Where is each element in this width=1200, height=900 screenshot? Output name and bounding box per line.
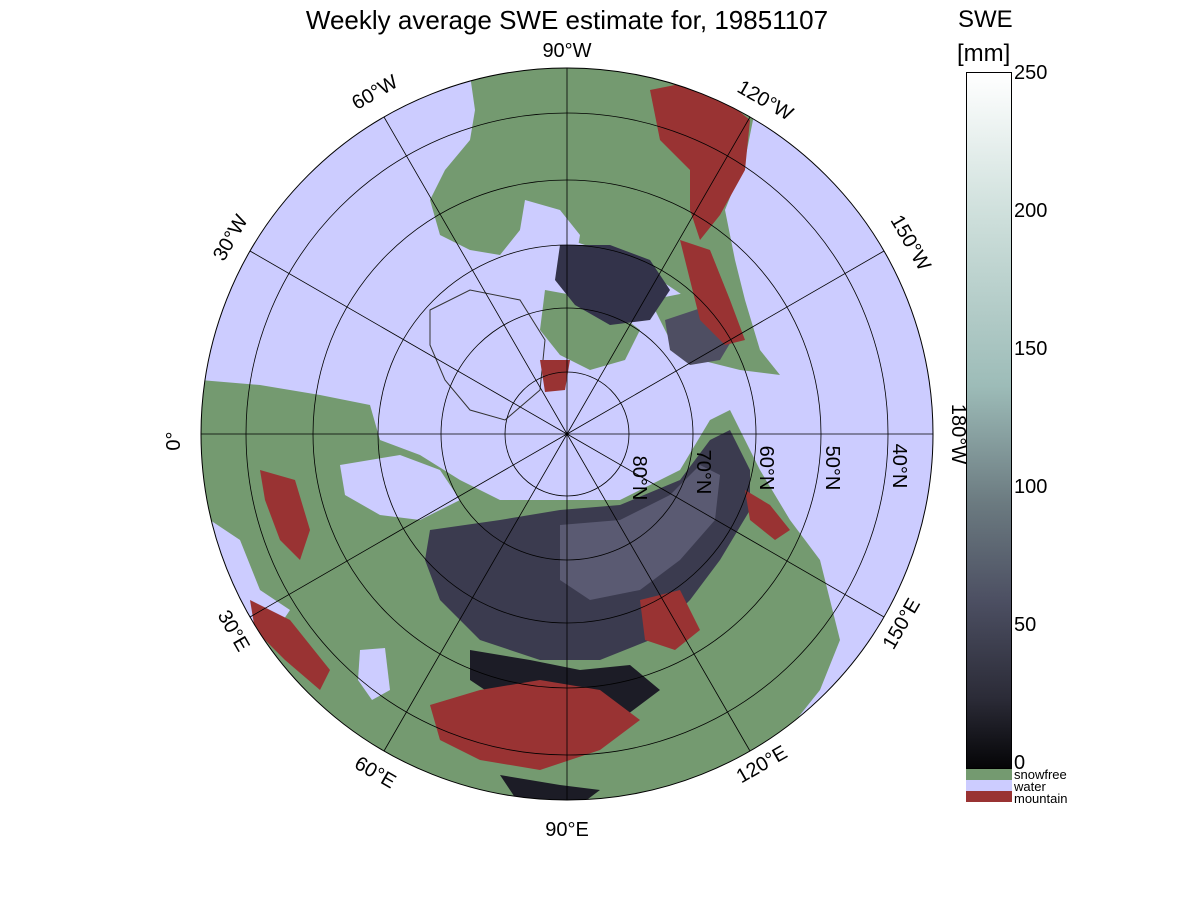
arctic-archipelago xyxy=(540,290,640,370)
graticule xyxy=(201,68,933,800)
colorbar-tick: 50 xyxy=(1014,614,1037,636)
siberia-snow-inner xyxy=(560,465,720,600)
lon-label-90w: 90°W xyxy=(542,40,591,62)
colorbar-tick: 250 xyxy=(1014,62,1048,84)
lon-label-90e: 90°E xyxy=(545,819,589,841)
figure-title: Weekly average SWE estimate for, 1985110… xyxy=(305,5,829,35)
lat-label-80n: 80°N xyxy=(628,456,650,501)
colorbar-tick: 200 xyxy=(1014,200,1048,222)
lon-label-30e: 30°E xyxy=(213,607,254,656)
colorbar-tick: 0 xyxy=(1014,752,1026,774)
lon-label-0: 0° xyxy=(163,431,185,450)
map-boundary xyxy=(200,67,934,801)
lat-label-60n: 60°N xyxy=(755,446,777,491)
mountain-label: mountain xyxy=(1014,791,1068,806)
colorbar-title: SWE xyxy=(958,6,1013,33)
lat-label-70n: 70°N xyxy=(692,450,714,495)
mountain-regions xyxy=(250,80,790,770)
water-swatch xyxy=(966,780,1012,791)
snowfree-label: snowfree xyxy=(1014,767,1067,782)
colorbar-unit: [mm] xyxy=(957,40,1011,67)
colorbar-tick: 150 xyxy=(1014,338,1048,360)
lon-label-60w: 60°W xyxy=(348,71,402,115)
swe-colorbar xyxy=(966,72,1012,769)
lon-label-150w: 150°W xyxy=(886,211,935,274)
greenland-ice xyxy=(429,289,546,421)
scandinavian-seas xyxy=(340,455,460,520)
lon-label-30w: 30°W xyxy=(209,211,253,265)
lat-label-50n: 50°N xyxy=(821,446,843,491)
lon-label-180w: 180°W xyxy=(947,404,969,464)
water-label: water xyxy=(1014,779,1046,794)
lat-label-40n: 40°N xyxy=(888,444,910,489)
map-content xyxy=(201,68,933,800)
lon-label-60e: 60°E xyxy=(351,752,400,793)
mountain-swatch xyxy=(966,791,1012,802)
caspian-sea xyxy=(358,648,390,700)
snowfree-swatch xyxy=(966,769,1012,780)
colorbar-tick: 100 xyxy=(1014,476,1048,498)
